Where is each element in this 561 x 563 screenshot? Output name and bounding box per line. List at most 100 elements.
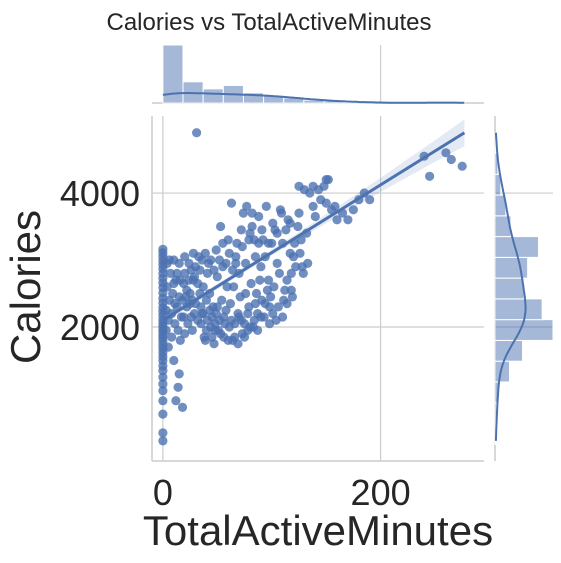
scatter-point <box>180 329 190 339</box>
scatter-point <box>216 329 226 339</box>
scatter-point <box>174 258 184 268</box>
regression-line-group <box>162 131 466 322</box>
y-histogram-bar <box>494 256 529 279</box>
scatter-point <box>441 148 451 158</box>
scatter-point <box>163 342 173 352</box>
scatter-point <box>295 248 305 258</box>
scatter-point <box>280 285 290 295</box>
scatter-point <box>457 161 467 171</box>
scatter-point <box>177 402 188 412</box>
scatter-point <box>226 198 237 208</box>
scatter-point <box>446 154 456 165</box>
scatter-point <box>158 386 168 396</box>
scatter-point <box>167 332 177 342</box>
scatter-point <box>225 299 235 309</box>
scatter-point <box>308 201 318 211</box>
top-marginal-histogram <box>152 44 484 104</box>
y-histogram-bar <box>494 277 525 300</box>
scatter-point <box>293 221 303 232</box>
scatter-point <box>202 315 213 325</box>
scatter-point <box>298 268 308 278</box>
scatter-point <box>285 218 295 228</box>
y-histogram-bar <box>494 298 543 321</box>
scatter-point <box>171 396 181 406</box>
scatter-point <box>265 319 275 329</box>
tick-labels: 0 200 2000 4000 <box>60 173 411 513</box>
scatter-point <box>174 292 184 302</box>
scatter-point <box>261 201 271 211</box>
scatter-point <box>273 302 283 312</box>
scatter-point <box>226 315 237 325</box>
scatter-point <box>231 252 241 262</box>
scatter-point <box>221 258 231 268</box>
x-kde-curve <box>162 92 465 104</box>
scatter-point <box>236 225 246 235</box>
scatter-point <box>250 252 260 262</box>
x-histogram-bar <box>202 88 224 104</box>
scatter-point <box>195 265 205 275</box>
scatter-point <box>268 309 278 319</box>
scatter-point <box>158 428 168 438</box>
x-tick-label: 0 <box>153 472 173 513</box>
scatter-point <box>321 175 331 185</box>
scatter-point <box>229 282 239 292</box>
scatter-point <box>173 382 183 392</box>
scatter-point <box>187 325 197 335</box>
scatter-point <box>158 409 168 419</box>
y-kde-curve <box>494 132 527 441</box>
scatter-point <box>310 211 320 222</box>
scatter-point <box>192 128 202 138</box>
y-axis-label: Calories <box>2 210 49 364</box>
scatter-point <box>254 211 264 222</box>
scatter-point <box>294 181 304 191</box>
y-tick-label: 4000 <box>60 173 140 214</box>
scatter-point <box>278 312 288 322</box>
scatter-point <box>425 171 435 181</box>
scatter-point <box>158 244 168 254</box>
scatter-point <box>158 372 168 382</box>
scatter-point <box>169 355 179 366</box>
x-axis-label: TotalActiveMinutes <box>143 507 493 554</box>
scatter-point <box>193 278 203 289</box>
scatter-point <box>233 339 243 349</box>
scatter-point <box>186 265 196 275</box>
scatter-point <box>272 258 282 268</box>
scatter-point <box>263 238 274 248</box>
scatter-point <box>281 225 291 235</box>
scatter-point <box>263 275 274 285</box>
chart-title: Calories vs TotalActiveMinutes <box>106 9 431 36</box>
scatter-point <box>165 268 176 278</box>
scatter-point <box>201 325 211 335</box>
scatter-point <box>253 325 263 335</box>
axes <box>151 116 484 462</box>
scatter-point <box>207 332 217 342</box>
scatter-point <box>237 242 247 252</box>
scatter-point <box>286 285 296 295</box>
scatter-point <box>247 221 257 232</box>
x-tick-label: 200 <box>351 472 411 513</box>
scatter-point <box>175 275 185 285</box>
scatter-point <box>218 238 228 248</box>
scatter-point <box>241 288 251 299</box>
scatter-point <box>170 299 180 309</box>
scatter-point <box>242 201 252 211</box>
scatter-point <box>219 312 229 322</box>
scatter-point <box>158 396 168 406</box>
scatter-point <box>294 208 304 218</box>
scatter-point <box>174 369 184 379</box>
scatter-point <box>209 265 219 275</box>
scatter-point <box>257 225 267 235</box>
right-marginal-histogram <box>494 116 554 461</box>
scatter-point <box>193 315 203 325</box>
scatter-point <box>245 322 255 332</box>
scatter-point <box>296 235 306 245</box>
scatter-point <box>343 215 353 225</box>
scatter-point <box>330 201 340 211</box>
scatter-point <box>285 248 295 258</box>
scatter-point <box>256 312 266 322</box>
scatter-point <box>246 278 256 289</box>
scatter-point <box>161 325 171 335</box>
scatter-point <box>212 302 222 312</box>
scatter-point <box>303 258 313 268</box>
